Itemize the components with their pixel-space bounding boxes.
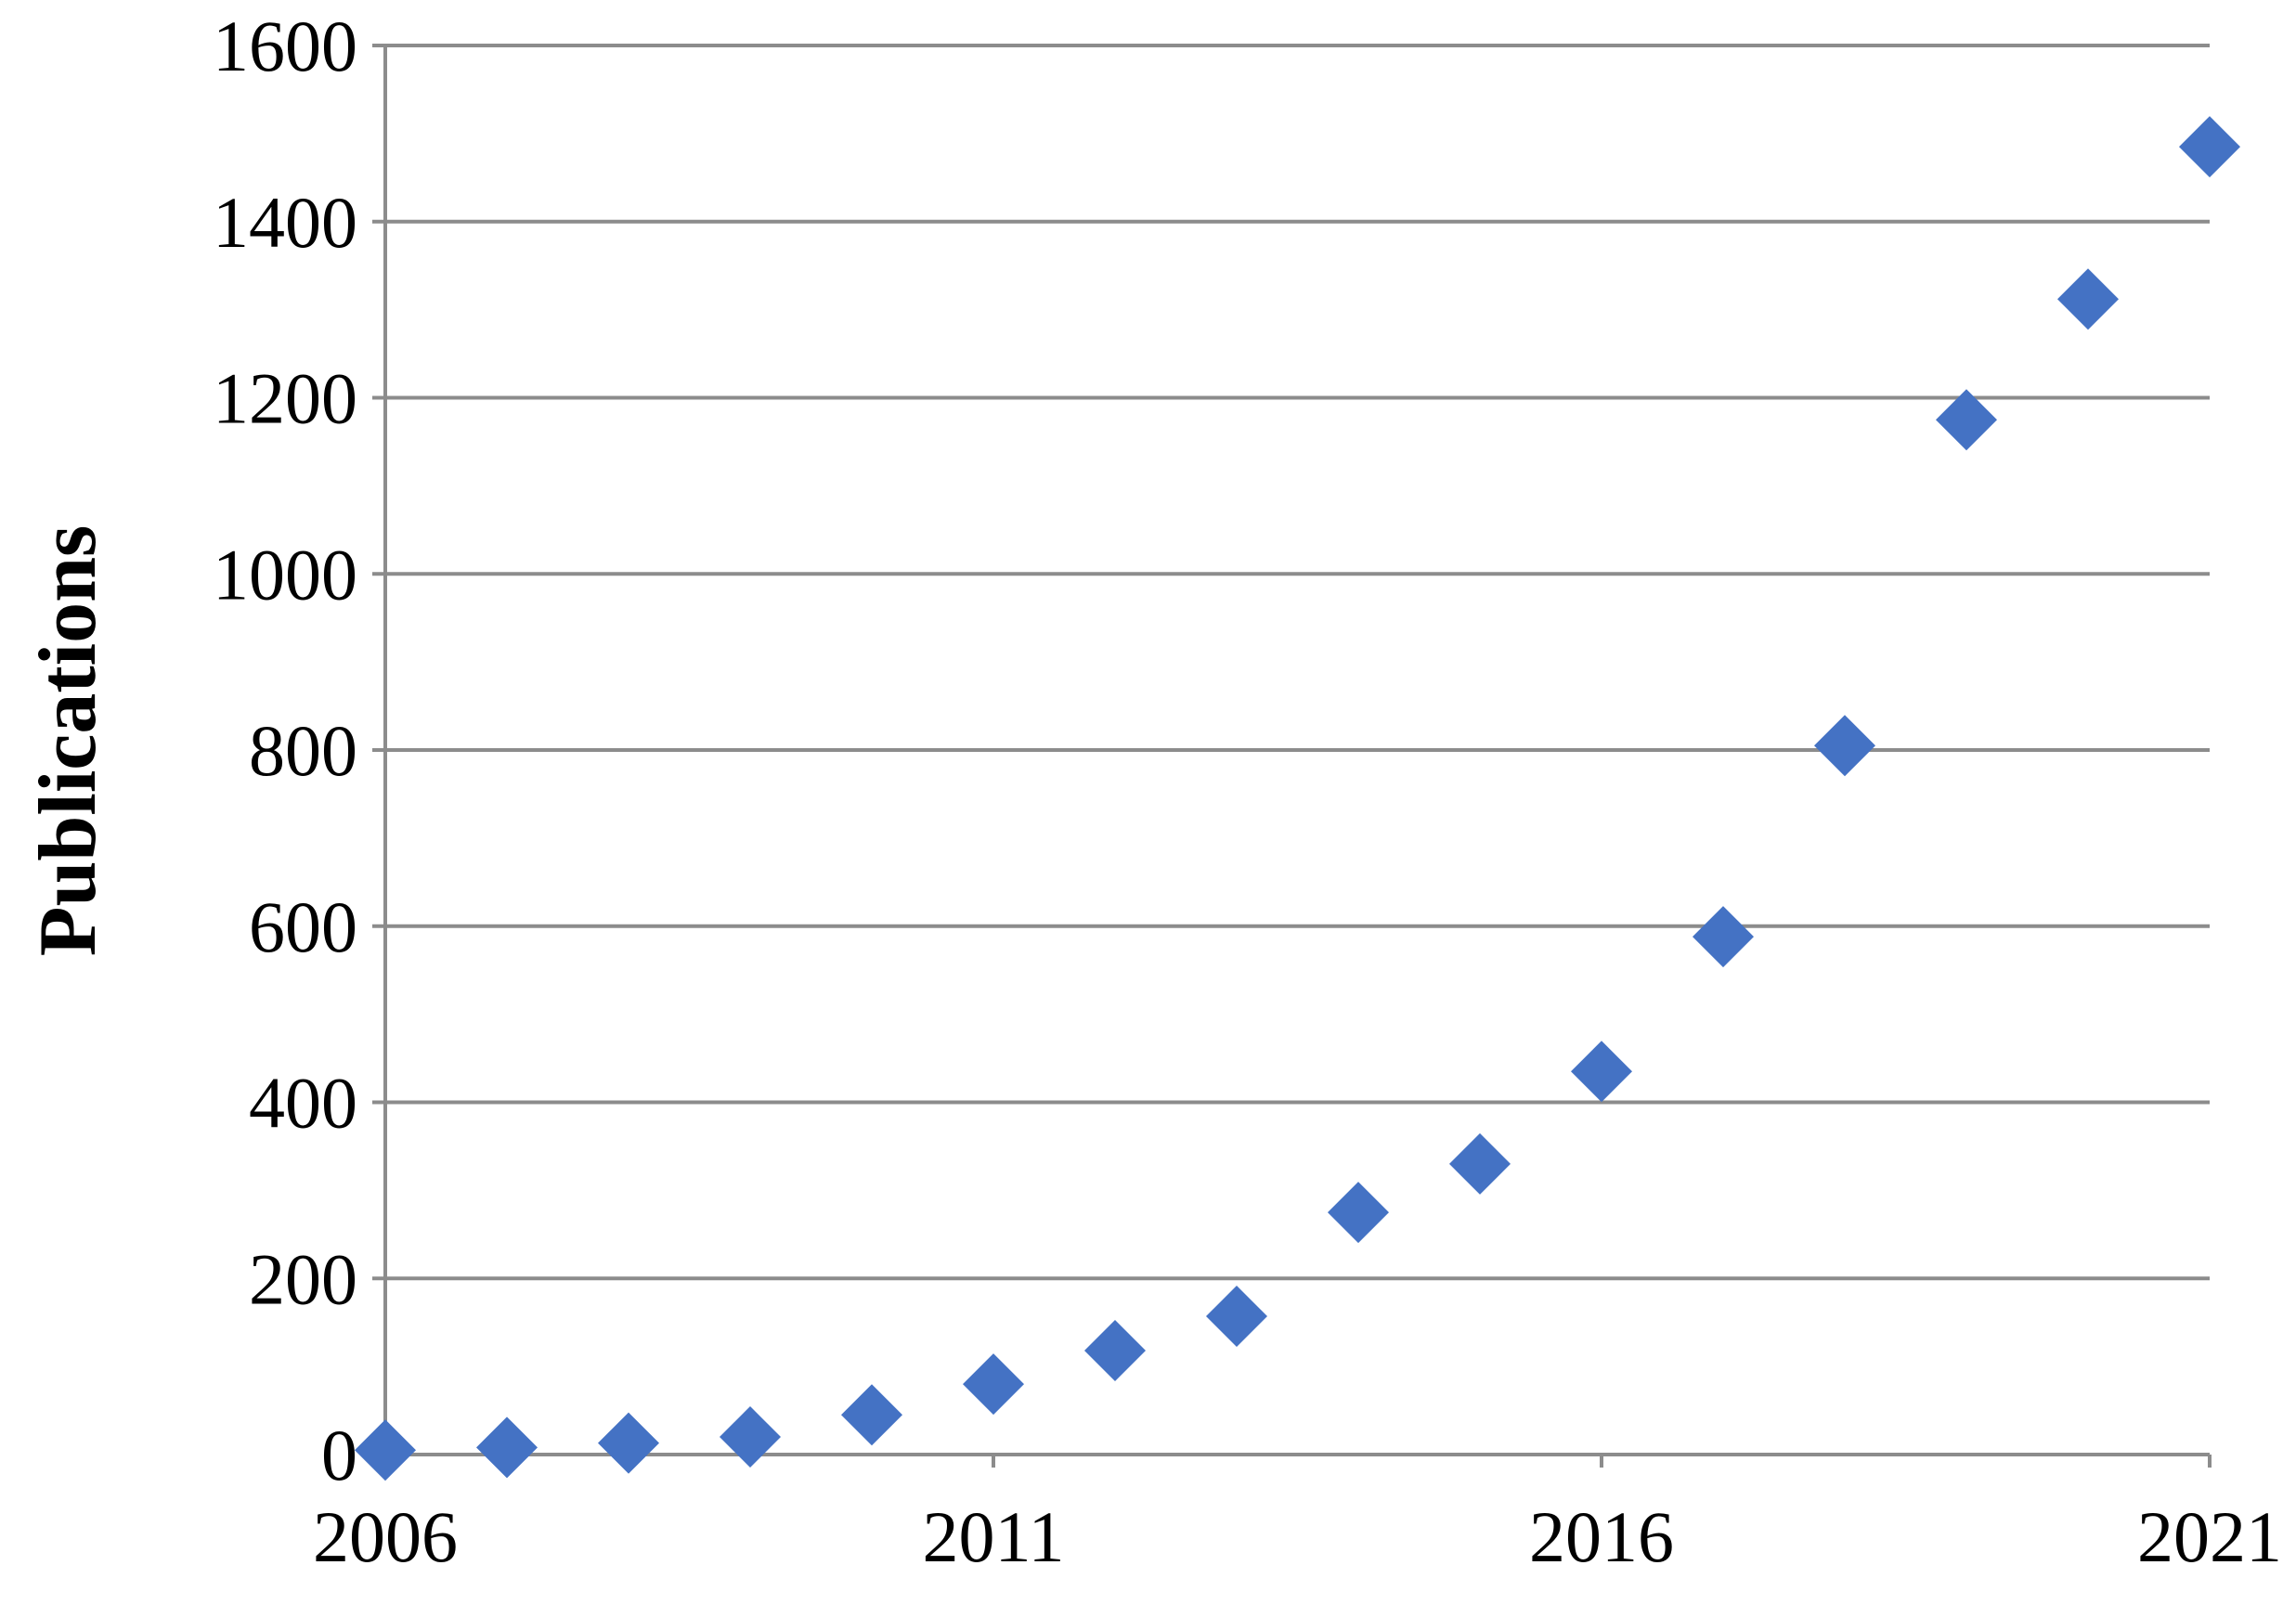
- data-point-2009: [720, 1406, 781, 1468]
- data-point-2012: [1084, 1320, 1146, 1382]
- data-points: [355, 116, 2240, 1481]
- data-point-2016: [1571, 1041, 1632, 1103]
- data-point-2015: [1449, 1132, 1511, 1195]
- y-tick-label: 1000: [213, 534, 357, 614]
- gridlines: [385, 44, 2210, 1281]
- y-tick-label: 0: [321, 1415, 357, 1495]
- data-point-2006: [355, 1419, 416, 1481]
- data-point-2013: [1206, 1286, 1267, 1348]
- y-tick-label: 200: [249, 1238, 357, 1319]
- data-point-2021: [2179, 116, 2240, 178]
- axes: [372, 44, 2212, 1468]
- data-point-2020: [2057, 268, 2119, 330]
- data-point-2017: [1693, 906, 1754, 968]
- data-point-2018: [1814, 715, 1875, 777]
- y-tick-label: 400: [249, 1063, 357, 1144]
- data-point-2007: [476, 1416, 538, 1479]
- x-tick-label: 2021: [2137, 1496, 2282, 1577]
- y-tick-label: 600: [249, 886, 357, 967]
- data-point-2019: [1936, 389, 1997, 451]
- y-tick-label: 1400: [213, 182, 357, 263]
- y-tick-labels: 0 200 400 600 800 1000 1200 1400 1600: [213, 6, 357, 1495]
- data-point-2014: [1328, 1182, 1389, 1244]
- data-point-2011: [963, 1353, 1024, 1416]
- y-tick-label: 1600: [213, 6, 357, 86]
- x-tick-label: 2016: [1529, 1496, 1674, 1577]
- data-point-2008: [598, 1412, 659, 1474]
- data-point-2010: [841, 1384, 902, 1446]
- x-tick-label: 2006: [313, 1496, 458, 1577]
- x-tick-labels: 2006 2011 2016 2021: [313, 1496, 2282, 1577]
- x-tick-label: 2011: [922, 1496, 1064, 1577]
- y-tick-label: 800: [249, 710, 357, 791]
- y-axis-title: Publications: [23, 525, 113, 957]
- y-tick-label: 1200: [213, 358, 357, 439]
